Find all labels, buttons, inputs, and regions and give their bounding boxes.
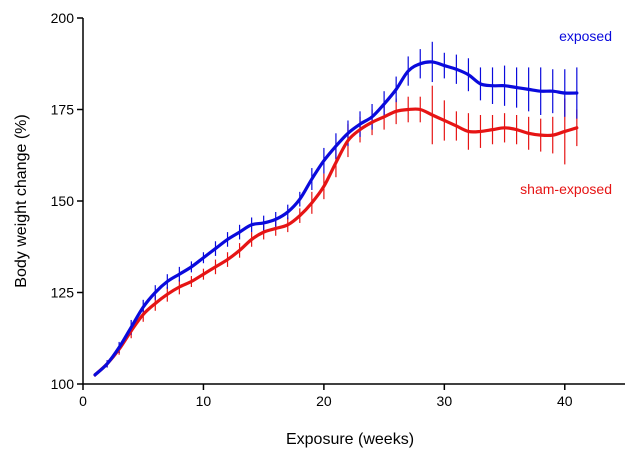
series-label-exposed: exposed [559,28,612,44]
series-line-exposed [93,60,579,377]
y-tick-label: 150 [51,193,75,209]
y-tick-label: 125 [51,285,75,301]
series-layer [93,41,579,377]
x-tick-label: 10 [196,393,212,409]
x-tick-label: 20 [316,393,332,409]
y-tick-label: 175 [51,102,75,118]
y-axis-title: Body weight change (%) [13,114,30,287]
error-bars-exposed [94,41,578,377]
y-tick-label: 100 [51,376,75,392]
series-line-sham-exposed [93,107,579,377]
x-tick-label: 0 [79,393,87,409]
series-label-sham-exposed: sham-exposed [520,181,612,197]
x-tick-label: 40 [557,393,573,409]
x-axis-title: Exposure (weeks) [286,431,414,448]
y-tick-label: 200 [51,10,75,26]
x-tick-label: 30 [437,393,453,409]
axes [82,18,625,385]
x-axis-ticks: 0 10 20 30 40 [79,384,573,409]
y-axis-ticks: 100 125 150 175 200 [51,10,83,392]
